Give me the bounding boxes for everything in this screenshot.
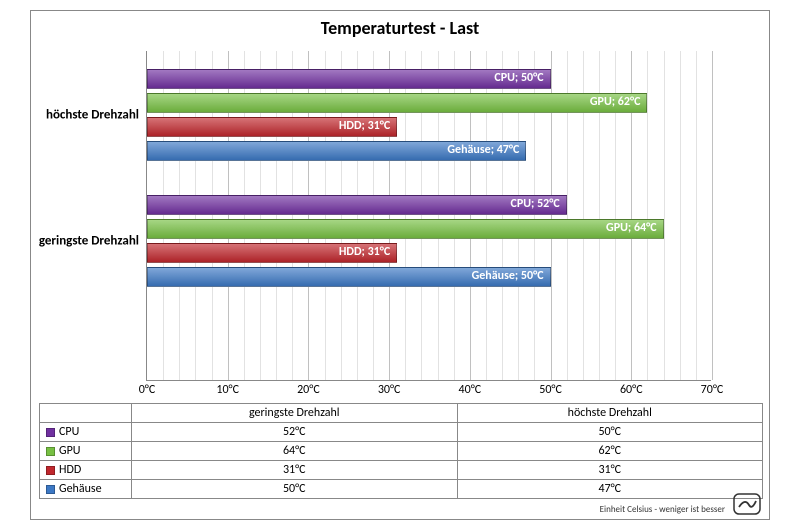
table-row: Gehäuse 50°C47°C bbox=[40, 480, 763, 499]
x-tick-label: 10°C bbox=[216, 383, 239, 397]
table-cell: 52°C bbox=[132, 423, 458, 442]
x-tick-label: 30°C bbox=[378, 383, 401, 397]
bar-gpu: GPU; 64°C bbox=[147, 219, 664, 239]
legend-label: Gehäuse bbox=[59, 482, 102, 496]
table-cell: 47°C bbox=[457, 480, 762, 499]
legend-swatch-icon bbox=[46, 466, 55, 475]
table-cell: 31°C bbox=[457, 461, 762, 480]
x-tick-label: 20°C bbox=[297, 383, 320, 397]
bar-gehäuse: Gehäuse; 50°C bbox=[147, 267, 551, 287]
bar-hdd: HDD; 31°C bbox=[147, 117, 397, 137]
table-row: CPU 52°C50°C bbox=[40, 423, 763, 442]
data-table: geringste Drehzahlhöchste Drehzahl CPU 52°… bbox=[39, 403, 763, 499]
bar-label: GPU; 64°C bbox=[606, 221, 657, 235]
bar-hdd: HDD; 31°C bbox=[147, 243, 397, 263]
bar-label: Gehäuse; 47°C bbox=[447, 143, 519, 157]
bar-label: CPU; 50°C bbox=[494, 71, 543, 85]
legend-cell: HDD bbox=[40, 461, 132, 480]
table-cell: 31°C bbox=[132, 461, 458, 480]
y-category-label: höchste Drehzahl bbox=[9, 108, 139, 123]
legend-cell: CPU bbox=[40, 423, 132, 442]
bar-cpu: CPU; 52°C bbox=[147, 195, 567, 215]
bar-label: CPU; 52°C bbox=[510, 197, 559, 211]
x-tick-label: 50°C bbox=[539, 383, 562, 397]
gridline bbox=[712, 51, 713, 380]
table-column-header: höchste Drehzahl bbox=[457, 404, 762, 423]
gridline-minor bbox=[647, 51, 648, 380]
table-cell: 50°C bbox=[457, 423, 762, 442]
bar-label: HDD; 31°C bbox=[339, 245, 390, 259]
table-header-blank bbox=[40, 404, 132, 423]
plot-area: 0°C10°C20°C30°C40°C50°C60°C70°CCPU; 50°C… bbox=[146, 51, 711, 381]
bar-cpu: CPU; 50°C bbox=[147, 69, 551, 89]
x-tick-label: 0°C bbox=[139, 383, 156, 397]
bar-label: HDD; 31°C bbox=[339, 119, 390, 133]
legend-label: GPU bbox=[59, 444, 80, 458]
table-cell: 62°C bbox=[457, 442, 762, 461]
legend-cell: GPU bbox=[40, 442, 132, 461]
legend-label: HDD bbox=[59, 463, 81, 477]
bar-label: Gehäuse; 50°C bbox=[472, 269, 544, 283]
gridline-minor bbox=[680, 51, 681, 380]
chart-title: Temperaturtest - Last bbox=[31, 11, 769, 43]
bar-gpu: GPU; 62°C bbox=[147, 93, 647, 113]
bar-gehäuse: Gehäuse; 47°C bbox=[147, 141, 526, 161]
gridline-minor bbox=[664, 51, 665, 380]
bar-label: GPU; 62°C bbox=[590, 95, 641, 109]
legend-swatch-icon bbox=[46, 428, 55, 437]
gridline-minor bbox=[696, 51, 697, 380]
legend-label: CPU bbox=[59, 425, 79, 439]
x-tick-label: 60°C bbox=[620, 383, 643, 397]
x-tick-label: 40°C bbox=[459, 383, 482, 397]
table-row: GPU 64°C62°C bbox=[40, 442, 763, 461]
chart-frame: Temperaturtest - Last 0°C10°C20°C30°C40°… bbox=[30, 10, 770, 520]
legend-cell: Gehäuse bbox=[40, 480, 132, 499]
x-tick-label: 70°C bbox=[701, 383, 724, 397]
footer-note: Einheit Celsius - weniger ist besser bbox=[600, 504, 725, 515]
table-column-header: geringste Drehzahl bbox=[132, 404, 458, 423]
legend-swatch-icon bbox=[46, 447, 55, 456]
table-row: HDD 31°C31°C bbox=[40, 461, 763, 480]
table-cell: 50°C bbox=[132, 480, 458, 499]
y-category-label: geringste Drehzahl bbox=[9, 234, 139, 249]
brand-logo-icon bbox=[733, 493, 761, 515]
legend-swatch-icon bbox=[46, 485, 55, 494]
table-cell: 64°C bbox=[132, 442, 458, 461]
